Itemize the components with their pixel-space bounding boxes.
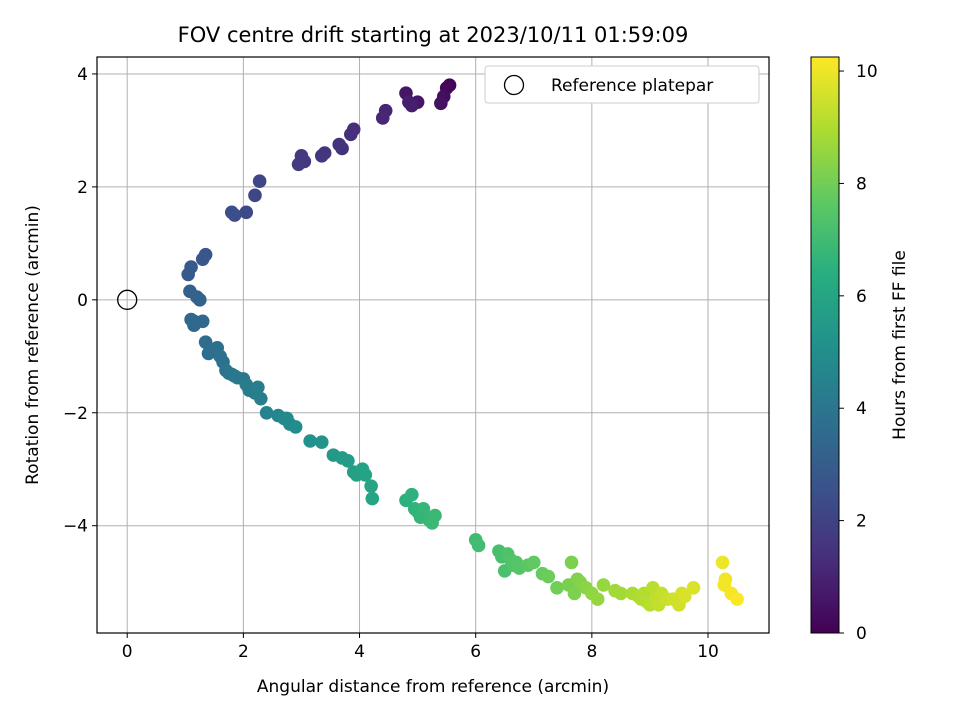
data-point [405, 487, 419, 502]
data-point [332, 137, 346, 152]
legend-box [484, 65, 760, 104]
colorbar-label: Hours from first FF file [890, 250, 910, 440]
colorbar-tick-label: 8 [856, 174, 867, 194]
data-point [252, 174, 267, 189]
data-point [193, 293, 207, 307]
data-point [291, 157, 306, 172]
data-point [541, 569, 556, 584]
data-point [224, 205, 239, 220]
data-point [239, 205, 254, 220]
data-point [715, 555, 730, 570]
data-point [677, 589, 692, 604]
data-point [253, 391, 268, 406]
x-tick-label: 2 [238, 642, 249, 662]
x-axis-label: Angular distance from reference (arcmin) [257, 677, 609, 697]
x-tick-label: 4 [354, 642, 365, 662]
data-point [471, 538, 486, 553]
x-tick-label: 0 [122, 642, 133, 662]
grid-lines [97, 57, 769, 633]
data-point [434, 96, 448, 111]
data-point [364, 479, 378, 493]
y-axis-label: Rotation from reference (arcmin) [23, 205, 43, 485]
data-point [590, 592, 605, 606]
data-point [195, 252, 210, 266]
data-point [596, 578, 611, 592]
data-point [614, 586, 628, 601]
colorbar-tick-label: 4 [856, 399, 867, 419]
y-tick-label: −4 [63, 517, 88, 537]
data-point [344, 127, 358, 142]
legend-entry-reference: Reference platepar [551, 76, 713, 96]
data-point [259, 405, 274, 420]
data-point [195, 314, 210, 329]
data-point [686, 581, 701, 595]
data-point [314, 149, 329, 163]
x-tick-label: 6 [470, 642, 481, 662]
x-axis-ticks: 0 2 4 6 8 10 [122, 633, 719, 662]
colorbar [810, 56, 840, 634]
data-point [402, 95, 416, 109]
colorbar-tick-label: 0 [856, 624, 867, 644]
data-point [248, 188, 262, 203]
y-tick-label: 2 [77, 178, 88, 198]
data-point [303, 434, 317, 448]
chart-title: FOV centre drift starting at 2023/10/11 … [178, 23, 689, 47]
data-points [181, 78, 744, 612]
data-point [416, 501, 431, 516]
plot-frame [96, 56, 770, 634]
y-tick-label: −2 [63, 404, 88, 424]
data-point [375, 111, 390, 125]
y-tick-label: 4 [77, 65, 88, 85]
data-point [365, 491, 380, 506]
reference-marker-group [117, 289, 138, 310]
x-tick-label: 10 [697, 642, 719, 662]
data-point [428, 508, 442, 523]
colorbar-tick-label: 6 [856, 287, 867, 307]
colorbar-ticks: 0 2 4 6 8 10 [839, 62, 878, 644]
data-point [314, 435, 329, 449]
data-point [526, 555, 541, 570]
data-point [358, 468, 373, 482]
legend: Reference platepar [484, 65, 760, 104]
y-axis-ticks: −4 −2 0 2 4 [63, 65, 97, 537]
colorbar-tick-label: 10 [856, 62, 878, 82]
data-point [288, 420, 303, 434]
data-point [730, 592, 744, 606]
y-tick-label: 0 [77, 291, 88, 311]
data-point [567, 586, 582, 601]
legend-reference-marker [503, 74, 525, 96]
data-point [251, 380, 265, 395]
data-point [550, 581, 564, 595]
data-point [181, 267, 195, 282]
colorbar-tick-label: 2 [856, 512, 867, 532]
data-point [564, 555, 579, 570]
data-point [341, 453, 355, 468]
x-tick-label: 8 [586, 642, 597, 662]
reference-platepar-marker [117, 289, 138, 310]
